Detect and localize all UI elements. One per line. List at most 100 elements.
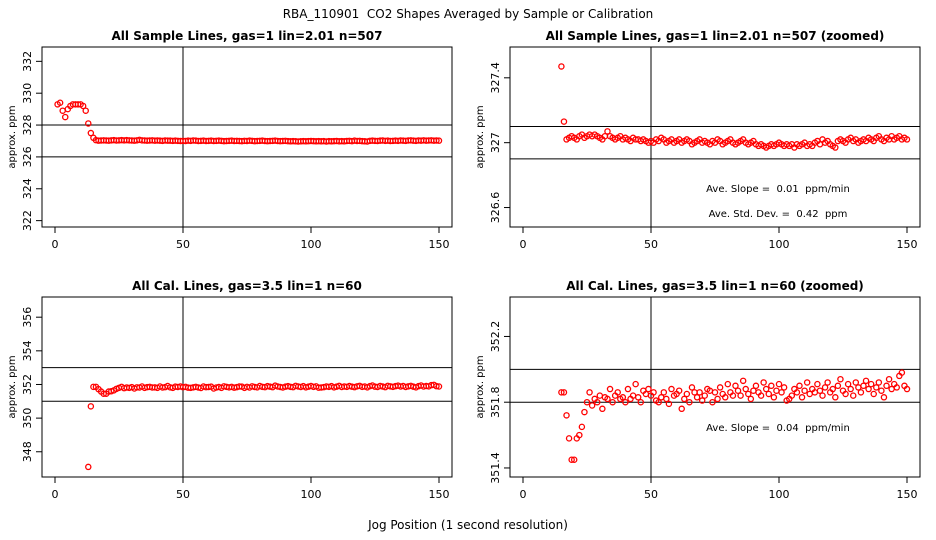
- data-point: [793, 389, 801, 396]
- x-tick-label: 0: [52, 488, 59, 501]
- x-tick-label: 100: [768, 488, 789, 501]
- data-point: [773, 387, 780, 394]
- data-point: [560, 389, 568, 396]
- data-point: [558, 63, 565, 70]
- y-axis-label: approx. ppm: [7, 355, 18, 418]
- y-tick-label: 352.2: [489, 321, 502, 353]
- y-tick-label: 330: [21, 83, 34, 104]
- y-tick-label: 328: [21, 115, 34, 136]
- data-point: [606, 385, 614, 393]
- data-point: [433, 137, 440, 144]
- data-point: [624, 385, 632, 393]
- data-point: [681, 395, 688, 403]
- data-point: [745, 390, 752, 398]
- data-point: [614, 389, 621, 396]
- data-point: [762, 385, 770, 393]
- data-point: [578, 423, 586, 431]
- data-point: [867, 380, 875, 388]
- data-point: [604, 395, 611, 403]
- data-point: [698, 397, 706, 404]
- data-point: [604, 128, 611, 135]
- data-point: [757, 392, 765, 399]
- data-point: [570, 456, 578, 463]
- data-point: [860, 382, 867, 390]
- panel-title: All Cal. Lines, gas=3.5 lin=1 n=60: [132, 279, 362, 293]
- data-point: [85, 463, 92, 471]
- data-point: [739, 377, 747, 385]
- data-point: [832, 144, 839, 151]
- data-point: [780, 384, 788, 391]
- data-point: [765, 390, 773, 398]
- plot-frame: [509, 46, 921, 228]
- data-point: [873, 384, 880, 391]
- data-point: [829, 385, 837, 393]
- data-point: [665, 400, 673, 408]
- annotation: Ave. Std. Dev. = 0.42 ppm: [709, 209, 848, 220]
- data-point: [701, 392, 709, 399]
- data-point: [663, 395, 670, 403]
- data-point: [724, 380, 732, 388]
- plot-frame: [41, 296, 453, 478]
- data-point: [778, 389, 785, 396]
- data-point: [844, 380, 852, 388]
- x-tick-label: 150: [428, 238, 449, 251]
- data-point: [563, 412, 570, 419]
- x-tick-label: 150: [428, 488, 449, 501]
- y-tick-label: 352: [21, 374, 34, 395]
- y-tick-label: 348: [21, 441, 34, 462]
- data-point: [721, 394, 729, 401]
- y-axis-label: approx. ppm: [475, 355, 486, 418]
- data-point: [788, 392, 796, 399]
- y-tick-label: 354: [21, 340, 34, 361]
- data-point: [732, 382, 739, 390]
- data-point: [599, 405, 606, 413]
- data-point: [711, 389, 719, 396]
- x-tick-label: 0: [520, 488, 527, 501]
- data-point: [576, 431, 583, 439]
- y-tick-label: 326.6: [489, 192, 502, 224]
- data-point: [796, 382, 803, 390]
- data-point: [775, 380, 783, 388]
- data-point: [798, 394, 806, 401]
- data-point: [696, 389, 703, 396]
- x-tick-label: 0: [520, 238, 527, 251]
- data-point: [583, 398, 591, 406]
- data-point: [747, 395, 755, 403]
- data-point: [847, 385, 854, 393]
- x-tick-label: 150: [896, 238, 917, 251]
- data-point: [729, 392, 737, 399]
- data-point: [59, 107, 66, 114]
- data-point: [660, 389, 668, 396]
- data-point: [634, 394, 642, 401]
- data-point: [862, 377, 870, 385]
- data-point: [82, 107, 89, 114]
- y-tick-label: 356: [21, 307, 34, 328]
- x-tick-label: 50: [644, 238, 658, 251]
- y-tick-label: 327: [489, 132, 502, 153]
- data-point: [880, 394, 888, 401]
- panel-title: All Sample Lines, gas=1 lin=2.01 n=507 (…: [546, 29, 885, 43]
- data-point: [842, 390, 849, 398]
- data-point: [56, 99, 64, 107]
- data-point: [435, 383, 443, 390]
- plot-frame: [41, 46, 453, 228]
- data-point: [693, 394, 701, 401]
- data-point: [801, 387, 808, 394]
- data-point: [714, 395, 721, 403]
- panel-title: All Cal. Lines, gas=3.5 lin=1 n=60 (zoom…: [566, 279, 864, 293]
- y-tick-label: 332: [21, 51, 34, 72]
- page-title: RBA_110901 CO2 Shapes Averaged by Sample…: [283, 7, 654, 21]
- data-point: [734, 387, 742, 394]
- data-point: [837, 375, 844, 383]
- data-point: [875, 379, 883, 386]
- data-point: [832, 394, 839, 401]
- data-point: [588, 402, 596, 409]
- data-point: [79, 102, 87, 110]
- data-point: [816, 387, 824, 394]
- data-point: [760, 379, 767, 386]
- y-tick-label: 327.4: [489, 62, 502, 94]
- data-point: [683, 390, 691, 398]
- data-point: [865, 385, 872, 393]
- data-point: [742, 385, 749, 393]
